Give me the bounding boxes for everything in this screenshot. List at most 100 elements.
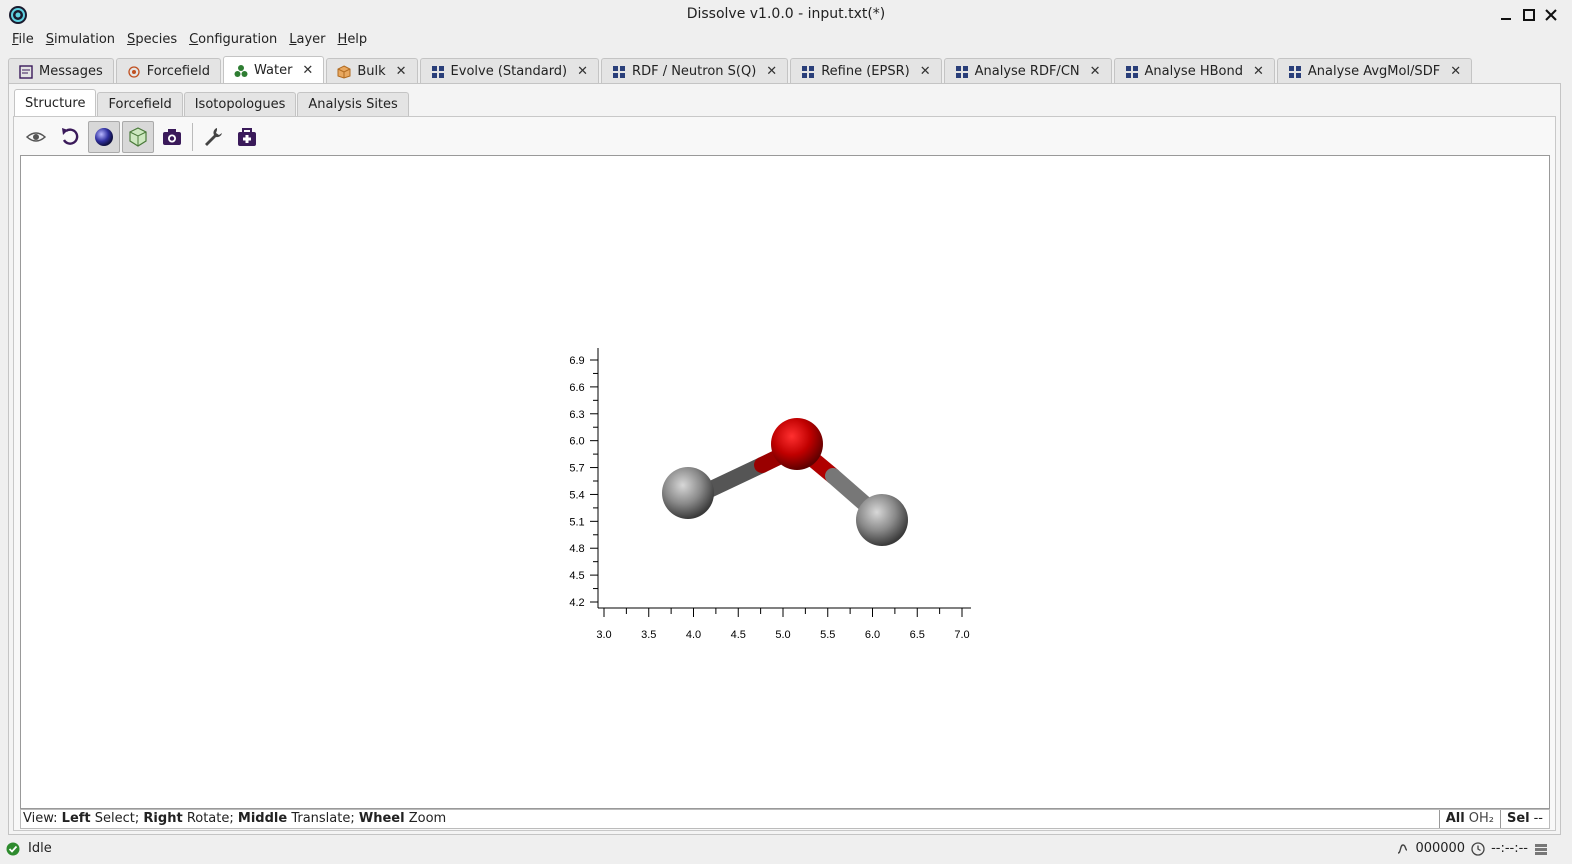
tab-label: Messages: [39, 64, 103, 79]
spheres-style-button[interactable]: [88, 121, 120, 153]
menu-file[interactable]: File: [12, 32, 34, 47]
layer-icon: [1288, 65, 1301, 78]
y-tick-label: 4.2: [569, 597, 584, 609]
status-state: Idle: [28, 841, 52, 856]
hint-action: Translate;: [291, 811, 355, 826]
hint-action: Rotate;: [186, 811, 234, 826]
viewer-canvas[interactable]: 6.9 6.6 6.3 6.0 5.7 5.4 5.1 4.8 4.5 4.2 3.0 3.5 4.0 4…: [21, 156, 1549, 808]
messages-icon: [19, 64, 33, 79]
minimize-icon: [1501, 18, 1511, 20]
minimize-button[interactable]: [1496, 5, 1516, 25]
species-sub-tab-bar: Structure Forcefield Isotopologues Analy…: [14, 89, 410, 116]
tab-close-icon[interactable]: ✕: [766, 64, 778, 79]
y-tick-label: 6.9: [569, 355, 584, 367]
hint-action: Zoom: [408, 811, 447, 826]
subtab-analysis-sites[interactable]: Analysis Sites: [297, 92, 409, 116]
layer-icon: [802, 65, 815, 78]
toolbar-separator: [192, 123, 193, 151]
hint-action: Select;: [94, 811, 140, 826]
sel-label: Sel: [1506, 811, 1530, 826]
tab-messages[interactable]: Messages: [8, 58, 114, 84]
iteration-counter: 000000: [1415, 841, 1466, 856]
viewer-axes: 6.9 6.6 6.3 6.0 5.7 5.4 5.1 4.8 4.5 4.2 3.0 3.5 4.0 4…: [569, 348, 971, 641]
tab-close-icon[interactable]: ✕: [1450, 64, 1462, 79]
tab-label: Analyse RDF/CN: [974, 64, 1080, 79]
subtab-forcefield[interactable]: Forcefield: [97, 92, 183, 116]
tools-button[interactable]: [197, 121, 229, 153]
hint-key: Wheel: [358, 811, 405, 826]
menu-layer[interactable]: Layer: [289, 32, 326, 47]
tab-analyse-hbond[interactable]: Analyse HBond ✕: [1113, 58, 1275, 84]
viewer-toolbar: [20, 120, 263, 154]
layer-icon: [431, 65, 444, 78]
menu-help[interactable]: Help: [337, 32, 368, 47]
dissolve-logo-icon: [9, 6, 27, 24]
y-tick-label: 4.8: [569, 543, 584, 555]
x-tick-label: 3.5: [641, 629, 656, 641]
tab-analyse-rdf-cn[interactable]: Analyse RDF/CN ✕: [943, 58, 1112, 84]
hint-key: Right: [143, 811, 183, 826]
y-tick-label: 5.7: [569, 463, 584, 475]
x-tick-label: 4.0: [686, 629, 701, 641]
oxygen-atom[interactable]: [771, 418, 823, 470]
tab-label: Refine (EPSR): [821, 64, 910, 79]
iteration-icon: [1398, 843, 1408, 854]
progress-stack-icon: [1535, 843, 1547, 855]
tab-label: Analyse AvgMol/SDF: [1307, 64, 1441, 79]
maximize-icon: [1523, 9, 1535, 21]
maximize-button[interactable]: [1519, 5, 1539, 25]
x-tick-label: 4.5: [731, 629, 746, 641]
viewer-status-bar: View: Left Select; Right Rotate; Middle …: [20, 809, 1550, 829]
tab-rdf-neutron-sq[interactable]: RDF / Neutron S(Q) ✕: [601, 58, 789, 84]
tab-label: Bulk: [357, 64, 386, 79]
clock-icon: [1471, 841, 1485, 856]
menu-configuration[interactable]: Configuration: [189, 32, 278, 47]
tab-close-icon[interactable]: ✕: [577, 64, 589, 79]
hint-key: Middle: [237, 811, 288, 826]
menu-simulation[interactable]: Simulation: [45, 32, 116, 47]
tab-close-icon[interactable]: ✕: [1089, 64, 1101, 79]
tab-bulk[interactable]: Bulk ✕: [326, 58, 418, 84]
tab-analyse-avgmol-sdf[interactable]: Analyse AvgMol/SDF ✕: [1276, 58, 1473, 84]
hydrogen-atom[interactable]: [856, 494, 908, 546]
tab-close-icon[interactable]: ✕: [395, 64, 407, 79]
close-button[interactable]: [1541, 5, 1561, 25]
reset-view-icon: [62, 128, 79, 145]
sel-value: --: [1533, 811, 1543, 826]
idle-check-icon: [6, 842, 20, 855]
y-tick-label: 5.1: [569, 516, 584, 528]
view-options-button[interactable]: [20, 121, 52, 153]
x-tick-label: 6.5: [910, 629, 925, 641]
y-tick-label: 6.0: [569, 436, 584, 448]
elapsed-time: --:--:--: [1491, 841, 1528, 856]
layer-icon: [613, 65, 626, 78]
sphere-style-icon: [95, 128, 113, 146]
y-tick-label: 4.5: [569, 570, 584, 582]
tab-refine-epsr[interactable]: Refine (EPSR) ✕: [790, 58, 942, 84]
tab-label: Water: [253, 63, 293, 78]
tab-forcefield[interactable]: Forcefield: [115, 58, 221, 84]
y-tick-label: 6.6: [569, 382, 584, 394]
x-tick-label: 3.0: [596, 629, 611, 641]
show-box-button[interactable]: [122, 121, 154, 153]
menu-species[interactable]: Species: [127, 32, 178, 47]
tab-water[interactable]: Water ✕: [222, 56, 325, 84]
tab-evolve-standard[interactable]: Evolve (Standard) ✕: [419, 58, 600, 84]
all-formula: OH₂: [1468, 811, 1494, 826]
selection-info: All OH₂ Sel --: [1438, 810, 1549, 828]
medkit-icon: [238, 128, 256, 146]
check-button[interactable]: [231, 121, 263, 153]
subtab-structure[interactable]: Structure: [14, 89, 97, 116]
hydrogen-atom[interactable]: [662, 467, 714, 519]
x-tick-label: 5.0: [775, 629, 790, 641]
tab-close-icon[interactable]: ✕: [302, 63, 314, 78]
tab-label: RDF / Neutron S(Q): [632, 64, 757, 79]
species-3d-viewer[interactable]: 6.9 6.6 6.3 6.0 5.7 5.4 5.1 4.8 4.5 4.2 3.0 3.5 4.0 4…: [20, 155, 1550, 809]
tab-close-icon[interactable]: ✕: [919, 64, 931, 79]
water-molecule[interactable]: [662, 418, 908, 546]
reset-view-button[interactable]: [54, 121, 86, 153]
tab-close-icon[interactable]: ✕: [1252, 64, 1264, 79]
menu-bar: File Simulation Species Configuration La…: [0, 30, 1572, 52]
subtab-isotopologues[interactable]: Isotopologues: [183, 92, 297, 116]
screenshot-button[interactable]: [156, 121, 188, 153]
